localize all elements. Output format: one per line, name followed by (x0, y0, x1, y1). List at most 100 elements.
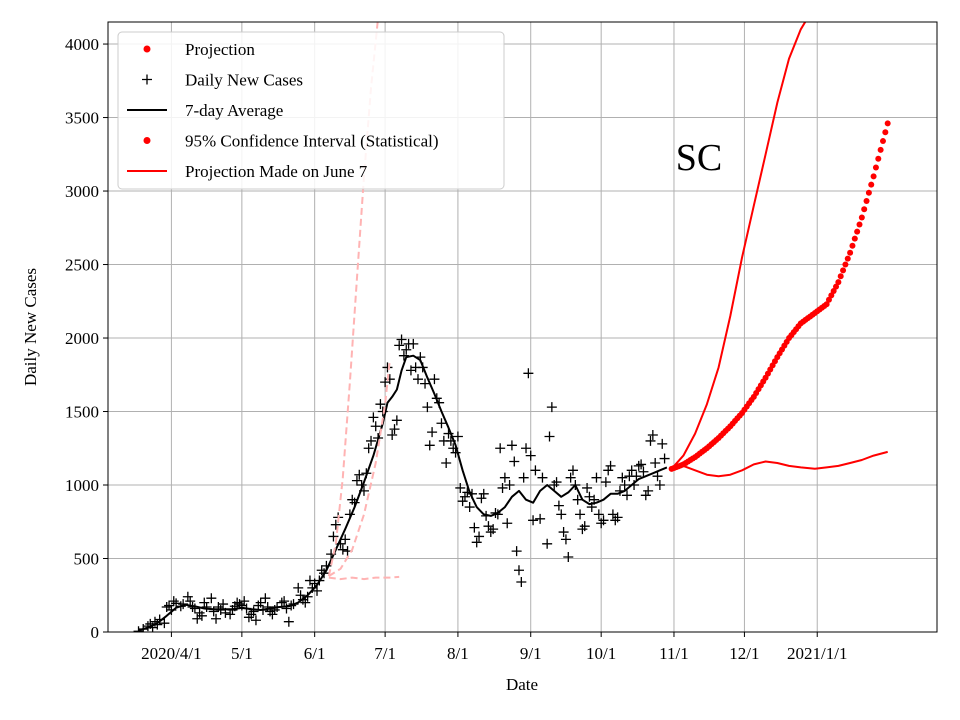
projection-point (833, 283, 840, 290)
daily-case-point (401, 344, 412, 355)
daily-case-point (398, 350, 409, 361)
daily-case-point (478, 488, 489, 499)
legend-label: Projection Made on June 7 (185, 162, 368, 181)
daily-case-point (551, 477, 562, 488)
daily-case-point (654, 480, 665, 491)
projection-point (858, 214, 865, 221)
daily-case-point (201, 602, 212, 613)
daily-case-point (474, 531, 485, 542)
daily-case-point (643, 485, 654, 496)
daily-case-point (638, 466, 649, 477)
daily-case-point (250, 615, 261, 626)
daily-case-point (262, 602, 273, 613)
daily-case-point (206, 593, 217, 604)
daily-case-point (459, 491, 470, 502)
daily-case-point (450, 447, 461, 458)
daily-case-point (603, 465, 614, 476)
daily-case-point (330, 519, 341, 530)
y-tick-label: 3500 (65, 109, 99, 128)
projection-point (879, 138, 886, 145)
daily-case-point (579, 521, 590, 532)
y-tick-label: 0 (91, 623, 100, 642)
y-tick-label: 500 (74, 550, 100, 569)
daily-case-point (208, 606, 219, 617)
daily-case-point (647, 430, 658, 441)
projection-point (847, 249, 854, 256)
daily-case-point (159, 618, 170, 629)
projection-point (856, 221, 863, 228)
projection-point (854, 228, 861, 235)
daily-case-point (537, 472, 548, 483)
daily-case-point (521, 443, 532, 454)
daily-case-point (283, 616, 294, 627)
daily-case-point (506, 440, 517, 451)
daily-case-point (394, 340, 405, 351)
daily-case-point (560, 534, 571, 545)
projection-made-on-june-7-line (328, 575, 400, 581)
daily-case-point (591, 472, 602, 483)
legend-label: Projection (185, 40, 255, 59)
projection-point (865, 189, 872, 196)
x-axis-label: Date (506, 675, 538, 694)
daily-case-point (535, 513, 546, 524)
daily-case-point (375, 399, 386, 410)
legend-label: 95% Confidence Interval (Statistical) (185, 132, 439, 151)
projection-point (842, 261, 849, 268)
legend: Projection Daily New Cases 7-day Average 95… (117, 31, 505, 190)
x-tick-label: 2021/1/1 (787, 644, 847, 663)
daily-case-point (640, 490, 651, 501)
daily-case-point (408, 338, 419, 349)
daily-case-point (636, 459, 647, 470)
daily-case-point (429, 374, 440, 385)
daily-case-point (396, 334, 407, 345)
daily-case-point (422, 402, 433, 413)
daily-case-point (366, 435, 377, 446)
y-tick-label: 2000 (65, 329, 99, 348)
daily-case-point (582, 482, 593, 493)
daily-case-point (351, 475, 362, 486)
daily-case-point (199, 597, 210, 608)
daily-case-point (248, 606, 259, 617)
legend-label: 7-day Average (185, 101, 283, 120)
projection-point (870, 173, 877, 180)
legend-marker-plus (142, 74, 152, 85)
y-tick-label: 4000 (65, 35, 99, 54)
daily-case-point (598, 515, 609, 526)
projection-point (828, 292, 835, 299)
y-tick-label: 2500 (65, 256, 99, 275)
x-tick-label: 12/1 (729, 644, 759, 663)
daily-case-point (300, 597, 311, 608)
projection-point (844, 255, 851, 262)
projection-point (872, 164, 879, 171)
projection-point (884, 120, 891, 127)
projection-point (882, 129, 889, 136)
daily-case-point (436, 418, 447, 429)
daily-case-point (558, 527, 569, 538)
daily-case-point (196, 610, 207, 621)
daily-case-point (488, 524, 499, 535)
daily-case-point (650, 457, 661, 468)
y-axis: 0 500 1000 1500 2000 2500 3000 3500 4000 (65, 35, 108, 642)
projection-point (877, 146, 884, 153)
daily-case-point (502, 518, 513, 529)
plot-frame (107, 21, 938, 633)
x-tick-label: 11/1 (659, 644, 689, 663)
daily-case-point (164, 600, 175, 611)
projection-point (823, 301, 830, 308)
daily-case-point (464, 502, 475, 513)
daily-case-point (363, 443, 374, 454)
daily-case-point (652, 471, 663, 482)
daily-case-point (255, 597, 266, 608)
daily-case-point (420, 378, 431, 389)
legend-marker-dot (143, 45, 151, 53)
daily-case-point (452, 431, 463, 442)
y-tick-label: 1500 (65, 403, 99, 422)
daily-case-point (185, 596, 196, 607)
daily-case-point (542, 538, 553, 549)
daily-case-point (295, 590, 306, 601)
daily-case-point (525, 450, 536, 461)
daily-case-point (370, 421, 381, 432)
daily-case-point (225, 609, 236, 620)
series-layer (133, 22, 891, 632)
daily-case-point (328, 531, 339, 542)
